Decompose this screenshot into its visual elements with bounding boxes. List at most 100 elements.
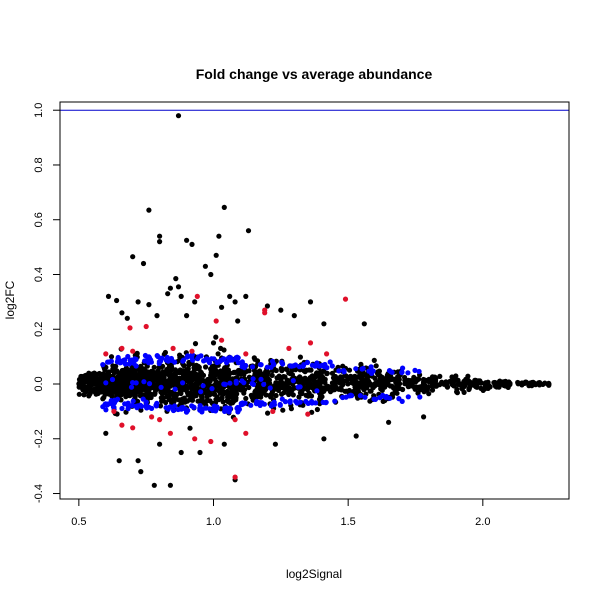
point-black — [205, 392, 211, 398]
point-blue — [279, 396, 285, 402]
point-black — [340, 379, 346, 385]
point-black — [157, 239, 163, 245]
point-black — [98, 374, 104, 380]
point-black — [173, 276, 179, 282]
point-blue — [369, 370, 375, 376]
point-black — [388, 376, 395, 383]
point-black — [456, 381, 462, 387]
point-black — [306, 390, 312, 396]
point-black — [124, 315, 130, 321]
point-blue — [279, 359, 285, 365]
point-black — [78, 377, 84, 383]
point-blue — [149, 405, 155, 411]
point-black — [76, 391, 82, 397]
point-black — [138, 363, 144, 369]
point-blue — [336, 368, 342, 374]
point-black — [157, 233, 163, 239]
point-black — [166, 396, 172, 403]
point-black — [167, 379, 173, 386]
point-blue — [197, 407, 203, 413]
point-black — [278, 365, 284, 371]
point-black — [85, 375, 91, 381]
point-black — [364, 385, 370, 391]
point-black — [229, 392, 235, 398]
point-black — [309, 409, 315, 415]
point-black — [439, 379, 445, 385]
point-black — [507, 380, 513, 386]
point-red — [305, 411, 311, 417]
point-blue — [289, 363, 295, 369]
point-black — [353, 391, 359, 397]
point-black — [111, 384, 117, 390]
point-black — [159, 376, 165, 382]
point-black — [144, 369, 151, 375]
x-tick-label: 2.0 — [475, 516, 490, 528]
point-blue — [257, 362, 263, 368]
point-blue — [296, 364, 302, 370]
point-black — [375, 369, 381, 375]
point-black — [313, 370, 320, 376]
point-blue — [178, 405, 185, 411]
point-black — [318, 379, 324, 385]
point-black — [255, 393, 261, 400]
point-blue — [241, 380, 247, 386]
point-black — [154, 313, 160, 319]
point-black — [235, 318, 241, 324]
point-black — [151, 482, 157, 488]
point-black — [461, 389, 467, 395]
point-blue — [416, 368, 422, 375]
point-blue — [170, 407, 177, 414]
point-black — [98, 380, 104, 386]
point-black — [167, 371, 174, 377]
point-black — [263, 392, 269, 398]
point-blue — [114, 359, 120, 365]
point-black — [259, 385, 265, 391]
point-black — [419, 385, 426, 391]
point-blue — [340, 394, 346, 401]
point-black — [155, 371, 161, 377]
point-blue — [271, 399, 277, 405]
point-black — [248, 392, 254, 398]
point-black — [207, 398, 213, 404]
point-blue — [242, 363, 248, 369]
point-black — [307, 375, 313, 381]
y-tick-label: -0.4 — [33, 484, 45, 503]
point-black — [191, 373, 197, 379]
x-axis: 0.5 1.0 1.5 2.0 — [71, 498, 490, 528]
point-black — [361, 321, 367, 327]
point-blue — [314, 388, 320, 394]
point-black — [492, 379, 498, 386]
point-blue — [371, 396, 377, 402]
point-black — [176, 397, 182, 403]
point-blue — [113, 397, 119, 403]
point-black — [533, 382, 539, 388]
point-blue — [341, 369, 347, 375]
point-blue — [209, 386, 215, 392]
point-black — [362, 381, 368, 387]
point-black — [371, 381, 378, 388]
point-blue — [353, 366, 359, 372]
point-black — [148, 368, 154, 374]
point-black — [347, 376, 354, 382]
point-black — [116, 458, 122, 464]
x-axis-label: log2Signal — [286, 567, 342, 581]
point-blue — [180, 380, 186, 386]
point-black — [368, 388, 374, 394]
point-black — [296, 394, 302, 400]
point-black — [178, 390, 184, 396]
point-blue — [100, 362, 106, 368]
point-red — [232, 417, 238, 423]
point-black — [346, 367, 353, 373]
point-blue — [180, 358, 186, 364]
point-blue — [412, 367, 418, 373]
point-black — [288, 406, 294, 412]
point-black — [333, 380, 339, 386]
point-black — [80, 387, 86, 393]
point-blue — [146, 381, 153, 387]
point-black — [297, 354, 303, 360]
point-red — [149, 414, 155, 420]
point-black — [166, 363, 172, 369]
point-black — [165, 385, 171, 392]
point-black — [232, 369, 238, 375]
point-black — [286, 385, 292, 391]
